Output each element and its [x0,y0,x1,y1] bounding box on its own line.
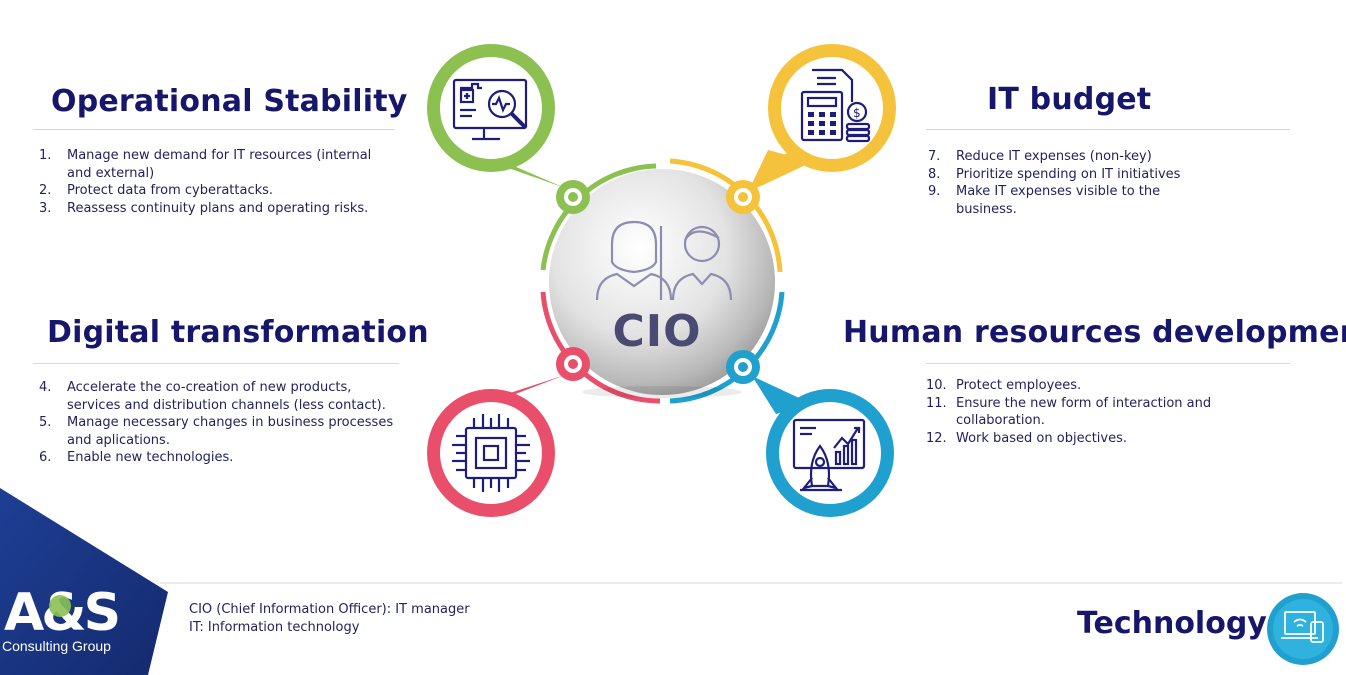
item-number: 1. [39,148,52,163]
people-icon [595,220,733,301]
list-item: 8. Prioritize spending on IT initiatives [928,166,1208,184]
hr-title: Human resources development [843,315,1346,350]
monitor-health-icon [452,78,528,141]
item-number: 4. [39,380,52,395]
operational-divider [33,129,395,130]
footnote-line: IT: Information technology [189,620,360,635]
footnote: CIO (Chief Information Officer): IT mana… [189,601,470,637]
list-item: 6. Enable new technologies. [39,449,401,467]
technology-label: Technology [1077,606,1267,641]
budget-icon-bubble [726,44,896,214]
list-item: 9. Make IT expenses visible to the busine… [928,183,1208,218]
budget-list: 7. Reduce IT expenses (non-key) 8. Priorit… [928,148,1208,218]
item-number: 6. [39,450,52,465]
item-number: 8. [928,166,941,182]
list-item: 11. Ensure the new form of interaction an… [926,395,1246,430]
item-number: 3. [39,200,52,216]
item-number: 10. [926,378,947,393]
rocket-growth-icon [792,418,866,492]
list-item: 10. Protect employees. [926,377,1246,395]
item-text: Make IT expenses visible to the business… [956,184,1161,217]
item-text: Manage necessary changes in business pro… [67,415,394,448]
hr-list: 10. Protect employees. 11. Ensure the new … [926,377,1246,447]
item-text: Protect data from cyberattacks. [67,183,274,198]
item-text: Accelerate the co-creation of new produc… [67,380,386,413]
digital-divider [33,363,399,364]
budget-divider [926,129,1290,130]
item-text: Prioritize spending on IT initiatives [956,166,1181,182]
digital-title: Digital transformation [47,315,429,350]
item-text: Protect employees. [956,378,1082,393]
item-number: 9. [928,184,941,199]
calculator-budget-icon: $ [800,68,871,143]
item-number: 2. [39,183,52,198]
hr-divider [926,363,1290,364]
svg-text:$: $ [853,106,861,120]
list-item: 4. Accelerate the co-creation of new prod… [39,379,401,414]
item-text: Enable new technologies. [67,450,234,465]
sphere-shadow [582,386,742,398]
footnote-line: CIO (Chief Information Officer): IT mana… [189,602,470,617]
list-item: 1. Manage new demand for IT resources (in… [39,147,399,182]
item-number: 12. [926,430,947,446]
list-item: 3. Reassess continuity plans and operatin… [39,200,399,218]
item-text: Reduce IT expenses (non-key) [956,149,1152,164]
item-text: Work based on objectives. [956,430,1128,446]
list-item: 7. Reduce IT expenses (non-key) [928,148,1208,166]
item-text: Reassess continuity plans and operating … [67,200,369,216]
item-text: Ensure the new form of interaction and c… [956,395,1212,429]
logo-subtitle: Consulting Group [2,638,111,654]
digital-list: 4. Accelerate the co-creation of new prod… [39,379,401,467]
item-text: Manage new demand for IT resources (inte… [67,148,372,181]
cio-label: CIO [612,306,702,357]
list-item: 5. Manage necessary changes in business p… [39,414,401,449]
budget-title: IT budget [987,82,1152,117]
digital-icon-bubble [427,347,590,517]
item-number: 5. [39,415,52,430]
operational-icon-bubble [427,44,590,214]
item-number: 7. [928,149,941,164]
operational-list: 1. Manage new demand for IT resources (in… [39,147,399,217]
list-item: 12. Work based on objectives. [926,430,1246,448]
list-item: 2. Protect data from cyberattacks. [39,182,399,200]
chip-icon [452,414,530,492]
logo-mark: A&S [4,583,121,643]
devices-icon [1267,593,1339,665]
item-number: 11. [926,395,947,411]
operational-title: Operational Stability [51,84,408,119]
logo-background [0,488,168,675]
